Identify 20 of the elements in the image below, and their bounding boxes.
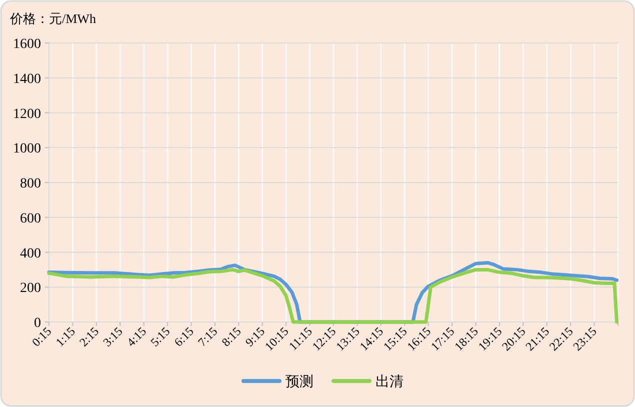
x-tick-label: 5:15 (148, 324, 173, 350)
y-tick-label: 1200 (13, 106, 41, 122)
x-tick-label: 7:15 (195, 324, 220, 350)
legend-label: 出清 (376, 374, 404, 390)
y-axis-title: 价格：元/MWh (9, 11, 96, 26)
x-tick-label: 1:15 (52, 324, 78, 350)
y-tick-label: 1600 (13, 37, 41, 52)
y-tick-label: 200 (20, 281, 41, 296)
x-tick-label: 2:15 (76, 324, 102, 350)
x-tick-label: 3:15 (100, 324, 126, 350)
y-tick-label: 600 (20, 211, 41, 226)
y-tick-label: 1000 (13, 142, 41, 157)
y-tick-label: 800 (20, 176, 41, 192)
x-tick-label: 6:15 (171, 324, 196, 350)
y-tick-label: 0 (34, 316, 41, 331)
x-tick-label: 4:15 (124, 324, 149, 350)
x-tick-label: 8:15 (218, 324, 244, 350)
y-tick-label: 1400 (13, 72, 41, 87)
legend-label: 预测 (286, 374, 314, 390)
y-tick-label: 400 (20, 246, 41, 262)
